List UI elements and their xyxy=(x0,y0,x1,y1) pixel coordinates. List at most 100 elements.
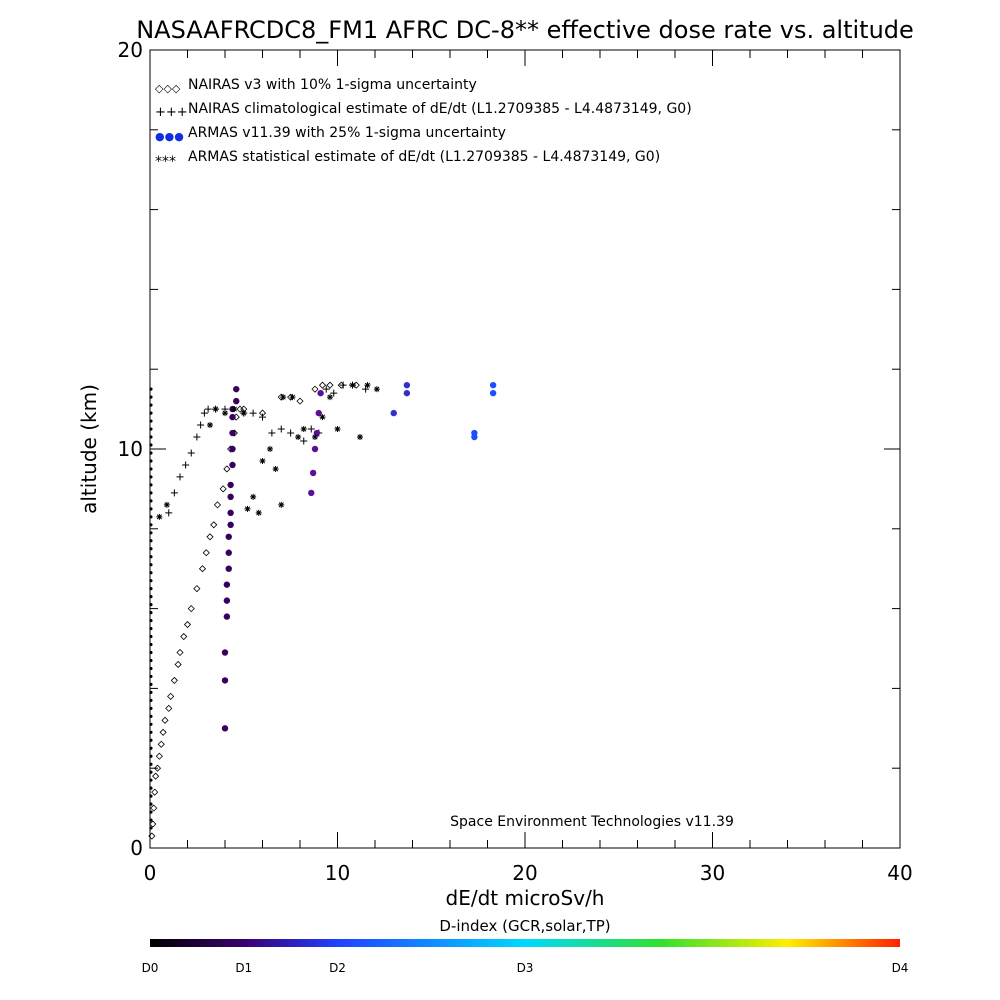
data-point-nairas xyxy=(180,632,188,641)
data-point-zero xyxy=(149,746,153,750)
data-point-nairas xyxy=(326,381,334,389)
legend-symbol-armas-statistical: *** xyxy=(155,154,176,170)
data-point-nairas-climatological xyxy=(287,429,295,437)
data-point-zero xyxy=(149,818,153,822)
legend-label-nairas-climatological: NAIRAS climatological estimate of dE/dt … xyxy=(188,101,692,117)
colorbar-label: D3 xyxy=(517,961,534,975)
data-point-zero xyxy=(149,459,153,463)
data-point-nairas-climatological xyxy=(182,461,190,469)
legend-label-nairas: NAIRAS v3 with 10% 1-sigma uncertainty xyxy=(188,77,477,93)
data-point-zero xyxy=(149,714,153,718)
data-point-armas-statistical xyxy=(300,426,307,433)
data-point-nairas xyxy=(148,832,156,840)
data-point-zero xyxy=(149,539,153,543)
data-point-zero xyxy=(149,610,153,615)
data-point-zero xyxy=(149,571,153,575)
data-point-nairas-climatological xyxy=(197,421,205,429)
data-point-nairas xyxy=(198,565,207,573)
data-point-zero xyxy=(149,491,153,495)
data-point-zero xyxy=(149,786,153,790)
data-point-zero xyxy=(149,778,153,782)
data-point-zero xyxy=(149,626,153,631)
data-point-nairas-climatological xyxy=(300,437,308,445)
data-point-armas xyxy=(229,429,236,437)
data-point-armas-statistical xyxy=(222,410,228,417)
data-point-zero xyxy=(149,475,153,479)
x-tick-label: 40 xyxy=(887,861,912,885)
data-point-zero xyxy=(149,427,153,431)
data-point-nairas xyxy=(165,704,173,712)
credit-annotation: Space Environment Technologies v11.39 xyxy=(450,814,734,830)
data-point-nairas-climatological xyxy=(339,381,347,389)
data-point-nairas xyxy=(170,676,178,684)
data-point-zero xyxy=(149,531,153,535)
x-tick-label: 0 xyxy=(144,861,157,885)
data-point-nairas-climatological xyxy=(187,449,195,457)
data-point-nairas xyxy=(213,501,222,509)
data-point-armas xyxy=(221,725,229,732)
legend-label-armas-statistical: ARMAS statistical estimate of dE/dt (L1.… xyxy=(188,149,660,165)
data-point-zero xyxy=(149,563,153,567)
data-point-zero xyxy=(149,642,153,647)
data-point-armas xyxy=(223,613,231,620)
data-point-zero xyxy=(149,666,153,671)
legend-label-armas: ARMAS v11.39 with 25% 1-sigma uncertaint… xyxy=(188,125,506,141)
data-point-armas xyxy=(315,409,322,417)
data-point-armas-statistical xyxy=(250,493,257,500)
data-point-nairas xyxy=(161,716,169,724)
data-point-armas xyxy=(225,533,232,540)
data-point-armas xyxy=(233,397,240,405)
data-point-nairas xyxy=(352,381,360,389)
data-point-armas-statistical xyxy=(156,513,163,520)
data-point-armas xyxy=(225,549,232,556)
data-point-armas xyxy=(403,389,411,397)
data-point-nairas xyxy=(219,485,227,493)
data-point-zero xyxy=(149,754,153,758)
data-point-nairas xyxy=(157,740,165,748)
data-point-nairas-climatological xyxy=(170,489,178,497)
data-point-nairas xyxy=(153,764,162,772)
data-point-zero xyxy=(149,634,153,639)
y-tick-label: 20 xyxy=(118,38,143,62)
data-point-armas-statistical xyxy=(272,465,279,472)
data-point-armas xyxy=(390,409,397,417)
data-point-nairas-climatological xyxy=(330,389,338,397)
data-point-zero xyxy=(149,722,153,726)
data-point-armas xyxy=(221,649,229,656)
data-point-nairas-climatological xyxy=(193,433,201,441)
data-point-armas xyxy=(227,493,234,501)
data-point-armas-statistical xyxy=(373,386,380,393)
colorbar-label: D2 xyxy=(329,961,346,975)
x-axis-label: dE/dt microSv/h xyxy=(446,886,605,910)
axes: 0 10 20 30 40 0 10 20 xyxy=(118,38,913,885)
data-point-armas xyxy=(471,429,478,437)
data-point-zero xyxy=(149,483,153,487)
data-point-nairas-climatological xyxy=(165,509,173,517)
data-point-armas xyxy=(223,581,231,588)
data-point-zero xyxy=(149,411,153,415)
data-point-zero xyxy=(149,690,153,694)
data-point-zero xyxy=(149,507,153,511)
data-point-armas xyxy=(221,677,229,684)
data-point-zero xyxy=(149,658,153,663)
data-point-armas-statistical xyxy=(255,509,262,516)
data-point-nairas-climatological xyxy=(322,385,330,393)
series-asterisk xyxy=(156,382,380,520)
x-tick-label: 10 xyxy=(325,861,350,885)
data-point-nairas xyxy=(152,772,160,780)
x-tick-label: 20 xyxy=(512,861,537,885)
data-point-nairas xyxy=(151,788,159,796)
legend-symbol-nairas-climatological: +++ xyxy=(155,105,188,120)
data-point-nairas-climatological xyxy=(259,413,266,421)
data-point-nairas-climatological xyxy=(200,409,208,417)
data-point-zero xyxy=(149,738,153,742)
data-point-nairas xyxy=(202,549,210,557)
data-point-zero xyxy=(149,467,153,471)
x-tick-label: 30 xyxy=(700,861,725,885)
legend: ◇◇◇ NAIRAS v3 with 10% 1-sigma uncertain… xyxy=(155,77,692,170)
data-point-zero xyxy=(149,682,153,687)
data-point-zero xyxy=(149,555,153,559)
data-point-armas-statistical xyxy=(295,434,302,441)
data-point-armas-statistical xyxy=(357,434,363,441)
